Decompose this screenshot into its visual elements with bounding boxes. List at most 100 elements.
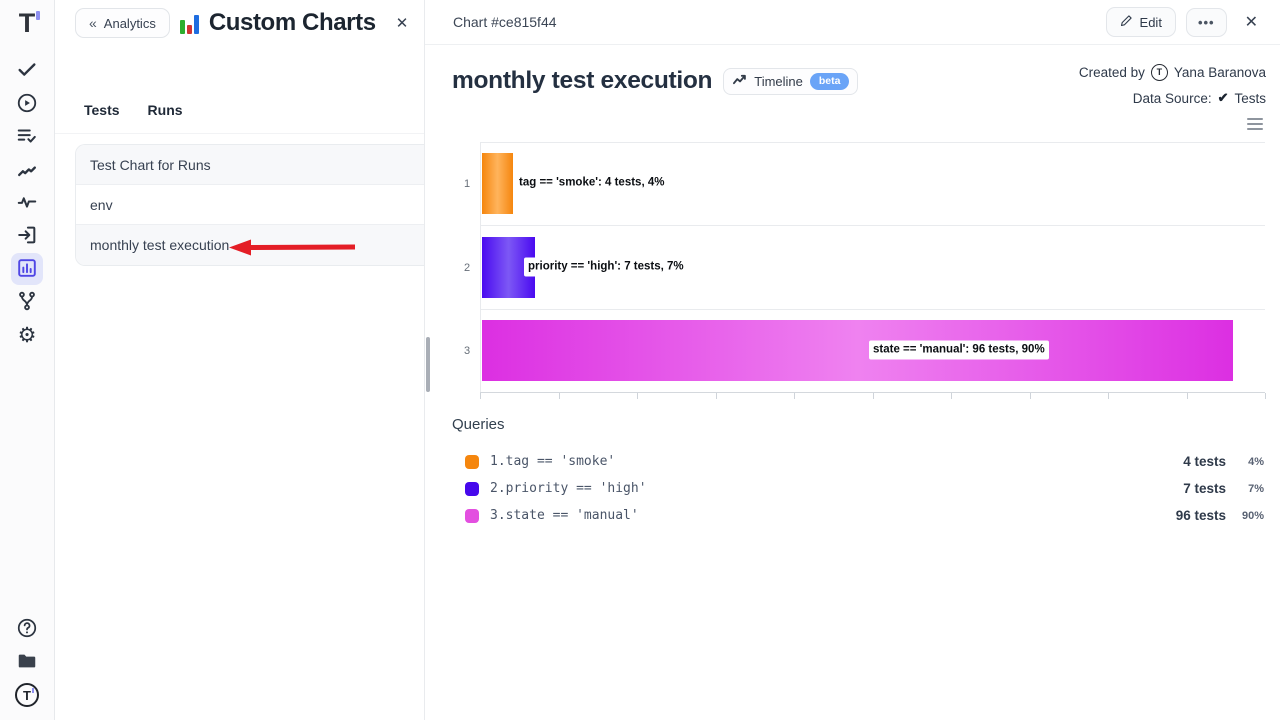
query-expression: priority == 'high' — [505, 481, 647, 496]
list-check-icon — [16, 125, 38, 150]
close-panel-button[interactable]: ✕ — [388, 9, 416, 37]
bar-data-label: tag == 'smoke': 4 tests, 4% — [515, 173, 669, 193]
close-detail-button[interactable]: ✕ — [1237, 8, 1266, 36]
x-axis-tick — [1186, 393, 1188, 399]
pencil-icon — [1120, 14, 1133, 30]
close-icon: ✕ — [1244, 14, 1258, 31]
query-tests-count: 7 tests — [1183, 481, 1226, 496]
bar-data-label: state == 'manual': 96 tests, 90% — [869, 340, 1049, 360]
gear-icon: ⚙ — [17, 323, 37, 347]
x-axis-tick — [480, 393, 481, 399]
panel-scrollbar-thumb[interactable] — [426, 337, 430, 392]
bar-data-label: priority == 'high': 7 tests, 7% — [524, 257, 688, 277]
chart-meta: Created by T Yana Baranova Data Source: … — [1079, 59, 1266, 111]
query-percent: 90% — [1241, 509, 1264, 522]
query-expression: tag == 'smoke' — [505, 454, 616, 469]
chart-title: monthly test execution — [452, 67, 713, 94]
chart-title-row: monthly test execution Timeline beta — [452, 67, 859, 95]
more-options-button[interactable]: ••• — [1185, 7, 1227, 37]
activity-icon — [16, 191, 38, 216]
projects-button[interactable] — [11, 646, 43, 678]
timeline-toggle[interactable]: Timeline beta — [723, 67, 859, 95]
nav-test-plans[interactable] — [11, 121, 43, 153]
bar-row-1: 1 tag == 'smoke': 4 tests, 4% — [464, 142, 1265, 225]
check-icon: ✔ — [1217, 90, 1229, 105]
chart-list: Test Chart for Runs env monthly test exe… — [75, 144, 424, 266]
grid-line — [481, 142, 1265, 143]
x-axis-tick — [715, 393, 717, 399]
chart-bar[interactable] — [482, 320, 1234, 381]
help-icon — [16, 617, 38, 642]
edit-button[interactable]: Edit — [1105, 7, 1176, 37]
header-actions: Edit ••• ✕ — [1105, 7, 1266, 37]
query-expression: state == 'manual' — [505, 508, 639, 523]
app-logo[interactable]: T — [19, 8, 41, 38]
list-item-env[interactable]: env — [76, 185, 424, 225]
account-button[interactable]: T — [11, 679, 43, 711]
x-axis — [480, 392, 1266, 399]
query-color-swatch — [465, 508, 479, 523]
stairs-icon — [16, 158, 38, 183]
creator-name: Yana Baranova — [1173, 64, 1266, 80]
nav-tests[interactable] — [11, 55, 43, 87]
panel-title: Custom Charts — [208, 9, 376, 36]
play-circle-icon — [16, 92, 38, 117]
x-axis-tick — [1265, 393, 1266, 399]
bar-chart-plot: 1 tag == 'smoke': 4 tests, 4% 2 priority… — [464, 142, 1266, 399]
chart-context-menu-button[interactable] — [1247, 118, 1263, 130]
bar-chart-icon — [16, 257, 38, 282]
double-chevron-left-icon: « — [89, 15, 97, 31]
bar-row-3: 3 state == 'manual': 96 tests, 90% — [464, 309, 1265, 392]
custom-charts-panel: « Analytics Custom Charts ✕ Tests Runs T… — [55, 0, 425, 720]
list-item-test-chart-for-runs[interactable]: Test Chart for Runs — [76, 145, 424, 185]
nav-analytics[interactable] — [11, 253, 43, 285]
x-axis-tick — [794, 393, 795, 399]
query-row: 3. state == 'manual' 96 tests 90% — [452, 502, 1264, 529]
nav-steps[interactable] — [11, 154, 43, 186]
chart-bar[interactable] — [482, 153, 513, 214]
ellipsis-icon: ••• — [1197, 14, 1215, 30]
created-by-line: Created by T Yana Baranova — [1078, 63, 1266, 81]
tab-tests[interactable]: Tests — [84, 102, 120, 118]
data-source-line: Data Source: ✔ Tests — [1132, 90, 1266, 106]
query-percent: 4% — [1248, 455, 1264, 468]
tab-runs[interactable]: Runs — [147, 102, 183, 118]
nav-runs[interactable] — [11, 88, 43, 120]
grid-line — [481, 225, 1265, 226]
data-source-value: Tests — [1234, 90, 1266, 106]
queries-heading: Queries — [452, 416, 505, 433]
query-color-swatch — [465, 454, 479, 469]
x-axis-tick — [558, 393, 560, 399]
beta-badge: beta — [809, 72, 850, 90]
query-row: 2. priority == 'high' 7 tests 7% — [452, 475, 1264, 502]
query-index: 2. — [490, 481, 506, 496]
query-row: 1. tag == 'smoke' 4 tests 4% — [452, 448, 1264, 475]
nav-import[interactable] — [11, 220, 43, 252]
queries-section: Queries 1. tag == 'smoke' 4 tests 4% 2. … — [452, 416, 1264, 529]
query-index: 3. — [490, 508, 506, 523]
nav-branches[interactable] — [11, 286, 43, 318]
category-label: 2 — [463, 262, 471, 274]
query-tests-count: 96 tests — [1175, 508, 1226, 523]
x-axis-tick — [1029, 393, 1031, 399]
trend-line-icon — [732, 73, 747, 89]
x-axis-tick — [872, 393, 874, 399]
category-label: 3 — [463, 345, 471, 357]
rail-bottom: T — [11, 613, 43, 712]
creator-avatar: T — [1150, 63, 1168, 81]
check-icon — [16, 59, 38, 84]
query-index: 1. — [490, 454, 506, 469]
x-axis-tick — [951, 393, 952, 399]
help-button[interactable] — [11, 613, 43, 645]
git-branch-icon — [16, 290, 38, 315]
import-icon — [16, 224, 38, 249]
query-percent: 7% — [1248, 482, 1264, 495]
x-axis-tick — [637, 393, 638, 399]
nav-pulse[interactable] — [11, 187, 43, 219]
folder-icon — [16, 650, 38, 675]
nav-settings[interactable]: ⚙ — [11, 319, 43, 351]
list-item-monthly-test-execution[interactable]: monthly test execution — [76, 225, 424, 265]
x-axis-tick — [1108, 393, 1109, 399]
category-label: 1 — [463, 178, 471, 190]
back-to-analytics-button[interactable]: « Analytics — [75, 8, 170, 38]
